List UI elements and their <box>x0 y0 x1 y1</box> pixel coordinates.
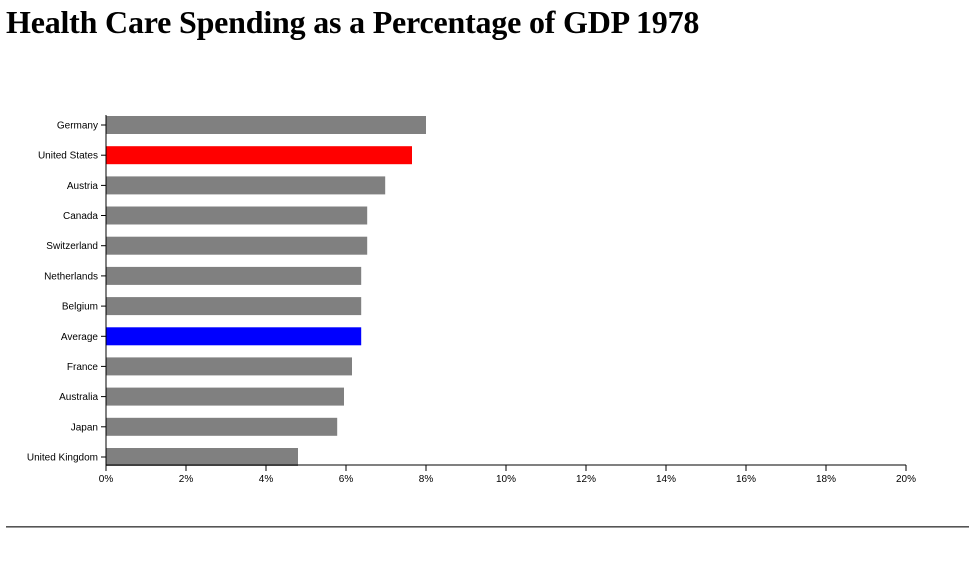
y-tick-label: Switzerland <box>46 241 98 252</box>
page-title: Health Care Spending as a Percentage of … <box>6 4 700 40</box>
y-tick-label: Japan <box>71 422 98 433</box>
y-tick-label: Germany <box>57 121 98 132</box>
bar-united-kingdom <box>106 448 298 466</box>
bar-france <box>106 357 352 376</box>
y-tick-label: Average <box>61 332 99 343</box>
bar-austria <box>106 176 386 195</box>
y-tick-label: United States <box>38 151 98 162</box>
x-tick-label: 0% <box>99 474 114 485</box>
bar-japan <box>106 417 338 436</box>
x-tick-label: 2% <box>179 474 194 485</box>
y-tick-label: Belgium <box>62 302 98 313</box>
bar-canada <box>106 206 368 225</box>
x-tick-label: 14% <box>656 474 676 485</box>
x-tick-label: 10% <box>496 474 516 485</box>
y-tick-label: Canada <box>63 211 98 222</box>
bar-netherlands <box>106 266 362 285</box>
x-tick-label: 4% <box>259 474 274 485</box>
x-tick-label: 6% <box>339 474 354 485</box>
x-axis: 0% 2% 4% 6% 8% 10% 12% 14% 16% 18% 20% <box>99 464 916 485</box>
bar-belgium <box>106 297 362 316</box>
bars-group <box>106 116 426 466</box>
x-tick-label: 8% <box>419 474 434 485</box>
x-tick-label: 20% <box>896 474 916 485</box>
y-axis: Germany United States Austria Canada Switzer… <box>27 115 107 465</box>
bar-germany <box>106 116 426 134</box>
y-tick-label: United Kingdom <box>27 453 98 464</box>
y-tick-label: France <box>67 362 99 373</box>
bar-united-states <box>106 146 412 165</box>
bar-australia <box>106 387 344 406</box>
x-tick-label: 16% <box>736 474 756 485</box>
x-tick-label: 18% <box>816 474 836 485</box>
y-tick-label: Netherlands <box>44 271 98 282</box>
y-tick-label: Australia <box>59 392 98 403</box>
y-tick-label: Austria <box>67 181 99 192</box>
bar-switzerland <box>106 236 368 255</box>
x-tick-label: 12% <box>576 474 596 485</box>
bar-average <box>106 327 362 346</box>
horizontal-rule <box>6 526 969 528</box>
